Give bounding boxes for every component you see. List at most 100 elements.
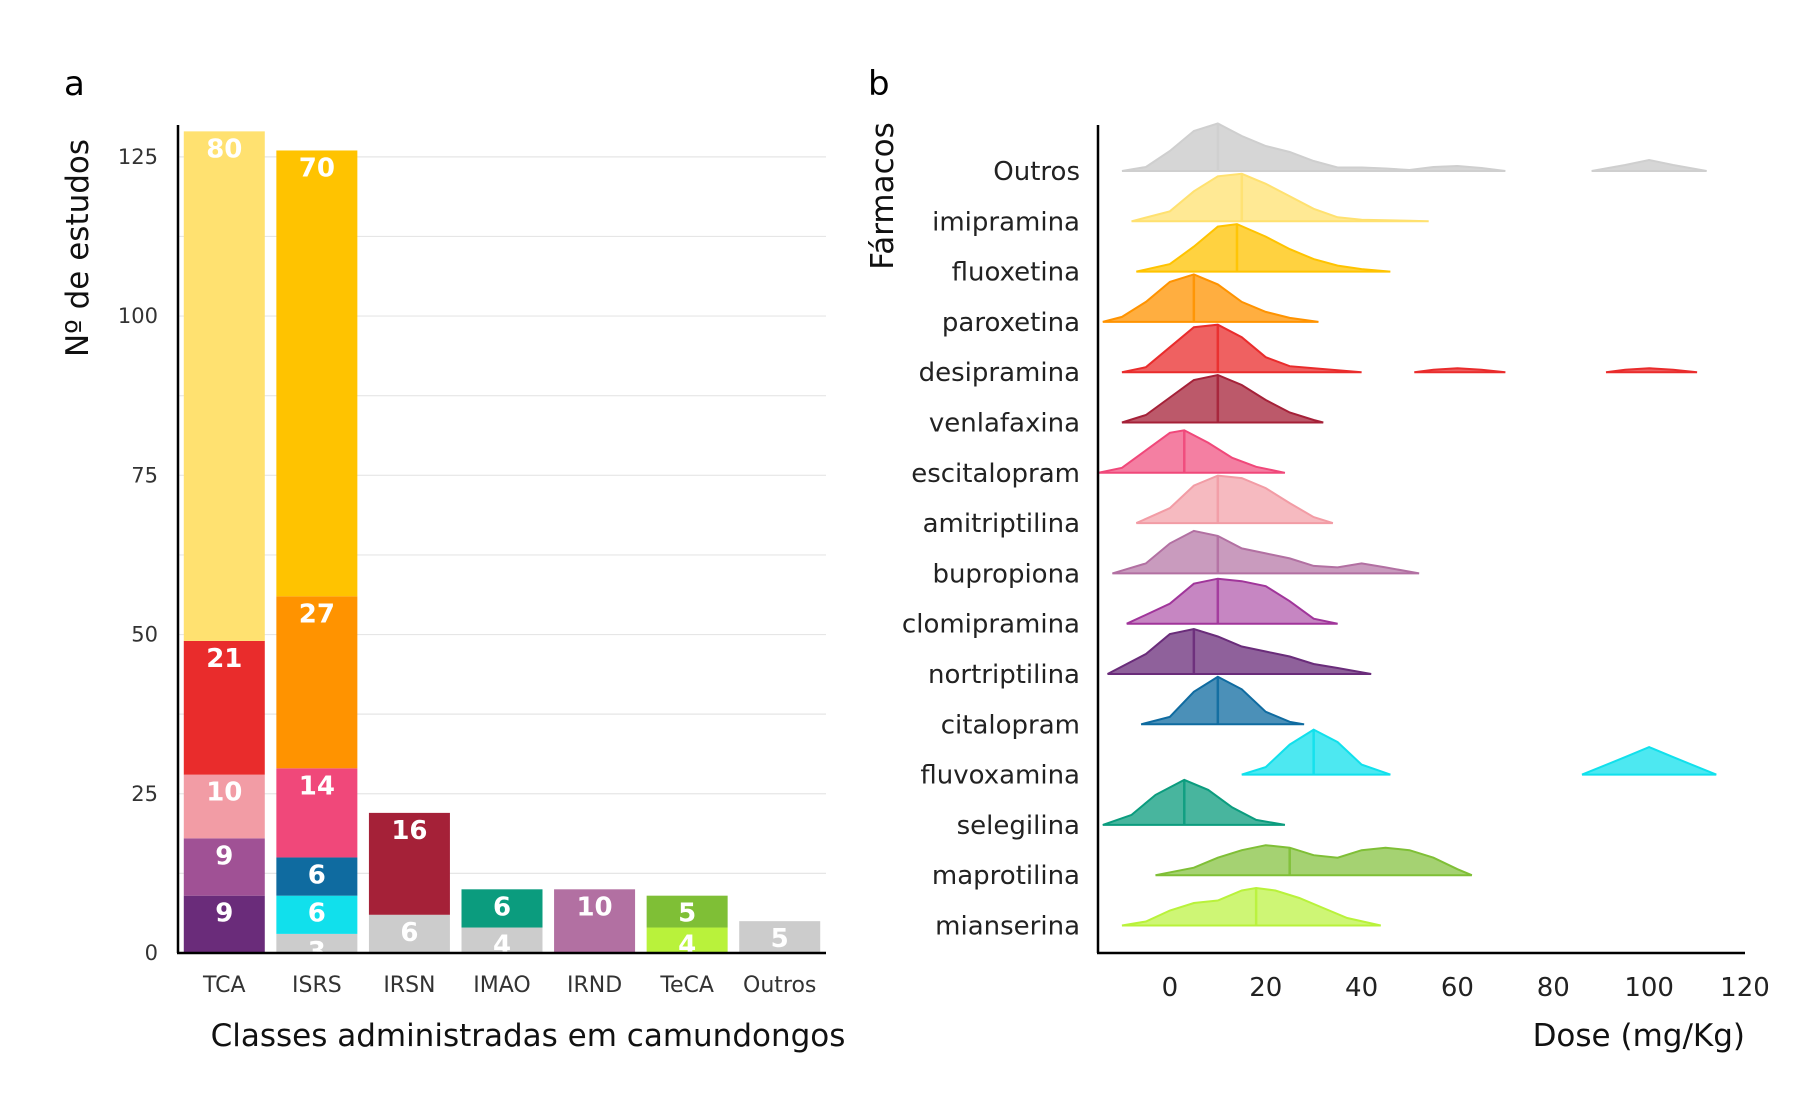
panel-b-x-tick-label: 20 xyxy=(1249,973,1282,1003)
bar-segment xyxy=(368,812,450,915)
bar-segment xyxy=(276,895,358,934)
ridge-density xyxy=(1140,675,1305,726)
bar-segment-label: 6 xyxy=(493,892,511,922)
panel-a: a 991021803661427706164610455 0255075100… xyxy=(60,64,845,1054)
panel-a-x-tick-label: IRND xyxy=(567,973,622,998)
bar-segment xyxy=(554,889,636,953)
bar-segment xyxy=(183,895,265,953)
ridge-density xyxy=(1155,844,1473,877)
ridge-row-label: nortriptilina xyxy=(928,660,1080,690)
bar-segment xyxy=(183,640,265,775)
ridge-density xyxy=(1126,577,1338,625)
ridge-row-label: citalopram xyxy=(941,710,1080,740)
panel-a-y-axis-title: Nº de estudos xyxy=(60,139,96,357)
bar-segment xyxy=(739,921,821,953)
panel-b-ridges xyxy=(1097,122,1717,927)
bar-segment-label: 9 xyxy=(215,841,233,871)
panel-b-x-tick-label: 40 xyxy=(1345,973,1378,1003)
bar-segment-label: 5 xyxy=(678,899,696,929)
panel-b-x-tick-label: 100 xyxy=(1624,973,1674,1003)
ridge-row-label: maprotilina xyxy=(932,861,1080,891)
bar-segment-label: 4 xyxy=(493,931,511,961)
bar-segment-label: 6 xyxy=(400,918,418,948)
bar-segment xyxy=(368,914,450,953)
ridge-row-label: desipramina xyxy=(919,358,1080,388)
bar-segment xyxy=(183,774,265,839)
bar-segment-label: 6 xyxy=(308,899,326,929)
ridge-row-label: amitriptilina xyxy=(923,509,1080,539)
ridge-row-label: paroxetina xyxy=(942,308,1080,338)
ridge-density xyxy=(1102,778,1286,826)
panel-b-x-tick-label: 0 xyxy=(1162,973,1179,1003)
ridge-density xyxy=(1097,429,1286,474)
panel-b: b Outros imipramina fluoxetina paroxetina de… xyxy=(865,64,1770,1054)
panel-a-x-tick-label: TCA xyxy=(202,973,246,998)
bar-segment xyxy=(646,895,728,928)
ridge-density xyxy=(1112,529,1420,575)
panel-a-data-labels: 991021803661427706164610455 xyxy=(206,134,789,967)
ridge-density xyxy=(1107,627,1372,675)
bar-segment-label: 16 xyxy=(391,816,427,846)
ridge-density xyxy=(1121,886,1381,927)
panel-a-y-tick-label: 125 xyxy=(118,145,158,169)
panel-a-y-tick-label: 0 xyxy=(145,941,158,965)
bar-segment xyxy=(183,131,265,641)
ridge-row-label: fluoxetina xyxy=(952,258,1080,288)
bar-segment xyxy=(461,889,543,928)
bar-segment-label: 10 xyxy=(576,892,612,922)
ridge-density xyxy=(1241,728,1717,776)
bar-segment xyxy=(276,150,358,597)
panel-a-x-tick-label: TeCA xyxy=(659,973,714,998)
ridge-row-label: escitalopram xyxy=(911,459,1080,489)
panel-b-x-axis-title: Dose (mg/Kg) xyxy=(1533,1018,1745,1054)
panel-a-x-tick-label: IMAO xyxy=(473,973,530,998)
panel-b-row-labels: Outros imipramina fluoxetina paroxetina desi… xyxy=(902,157,1080,942)
bar-segment-label: 10 xyxy=(206,778,242,808)
panel-a-x-axis-title: Classes administradas em camundongos xyxy=(211,1018,846,1054)
panel-a-x-tick-label: Outros xyxy=(743,973,816,998)
bar-segment-label: 27 xyxy=(299,599,335,629)
panel-a-letter: a xyxy=(64,64,85,104)
ridge-density xyxy=(1135,474,1334,525)
ridge-row-label: venlafaxina xyxy=(929,409,1080,439)
panel-b-x-tick-label: 120 xyxy=(1720,973,1770,1003)
panel-a-y-tick-label: 50 xyxy=(131,623,158,647)
panel-b-y-axis-title: Fármacos xyxy=(865,122,901,270)
panel-a-y-tick-label: 100 xyxy=(118,304,158,328)
ridge-density xyxy=(1131,172,1429,223)
bar-segment-label: 9 xyxy=(215,899,233,929)
ridge-density xyxy=(1102,273,1319,323)
ridge-row-label: bupropiona xyxy=(932,559,1080,589)
bar-segment xyxy=(646,927,728,953)
panel-a-gridlines xyxy=(178,156,826,954)
bar-segment-label: 14 xyxy=(299,771,335,801)
bar-segment-label: 4 xyxy=(678,931,696,961)
panel-a-y-tick-label: 75 xyxy=(131,463,158,487)
bar-segment xyxy=(276,596,358,769)
bar-segment xyxy=(276,933,358,953)
ridge-density xyxy=(1121,323,1698,374)
bar-segment-label: 70 xyxy=(299,153,335,183)
bar-segment xyxy=(276,768,358,858)
panel-a-bars xyxy=(183,131,821,953)
bar-segment-label: 6 xyxy=(308,860,326,890)
panel-b-letter: b xyxy=(868,64,890,104)
panel-a-x-tick-label: IRSN xyxy=(383,973,435,998)
bar-segment-label: 80 xyxy=(206,134,242,164)
ridge-density xyxy=(1121,373,1324,424)
ridge-density xyxy=(1136,223,1391,273)
bar-segment xyxy=(183,838,265,896)
bar-segment xyxy=(461,927,543,953)
ridge-row-label: Outros xyxy=(993,157,1080,187)
panel-b-x-tick-label: 80 xyxy=(1537,973,1570,1003)
panel-b-x-ticks: 0 20 40 60 80 100 120 xyxy=(1162,973,1770,1003)
ridge-row-label: clomipramina xyxy=(902,610,1080,640)
ridge-row-label: selegilina xyxy=(957,811,1080,841)
ridge-row-label: mianserina xyxy=(935,912,1080,942)
ridge-row-label: fluvoxamina xyxy=(920,761,1080,791)
panel-b-x-tick-label: 60 xyxy=(1441,973,1474,1003)
bar-segment-label: 21 xyxy=(206,644,242,674)
panel-a-x-ticks: TCA ISRS IRSN IMAO IRND TeCA Outros xyxy=(202,973,816,998)
bar-segment xyxy=(276,857,358,896)
